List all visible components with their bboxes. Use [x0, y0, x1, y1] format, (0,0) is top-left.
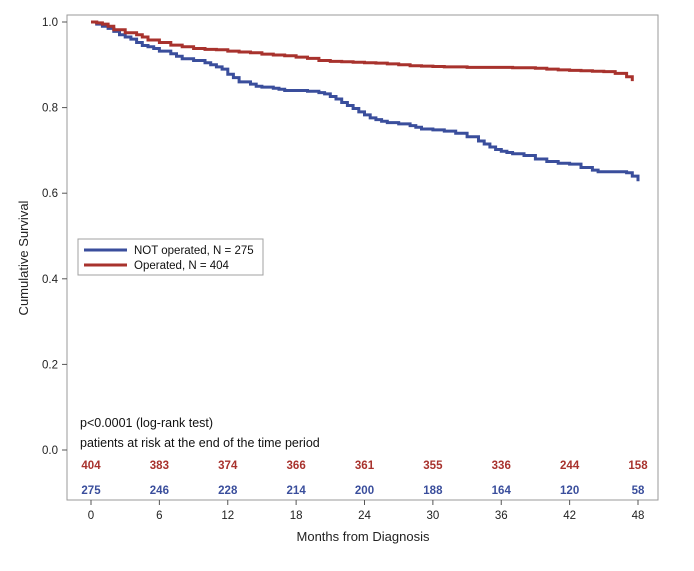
at-risk-value: 366 — [287, 460, 306, 472]
at-risk-value: 214 — [287, 485, 307, 497]
x-axis: 0 6 12 18 24 30 36 42 48 — [88, 500, 645, 522]
y-axis-label: Cumulative Survival — [16, 200, 31, 315]
x-tick-label: 0 — [88, 510, 94, 522]
x-axis-label: Months from Diagnosis — [297, 529, 430, 544]
at-risk-value: 228 — [218, 485, 238, 497]
series-layer — [91, 20, 640, 182]
at-risk-value: 361 — [355, 460, 375, 472]
x-tick-label: 18 — [290, 510, 303, 522]
at-risk-value: 200 — [355, 485, 374, 497]
x-tick-label: 42 — [563, 510, 576, 522]
at-risk-value: 58 — [632, 485, 645, 497]
x-tick-label: 48 — [632, 510, 645, 522]
at-risk-value: 120 — [560, 485, 579, 497]
y-tick-label: 0.2 — [42, 359, 58, 371]
legend-label-not-operated: NOT operated, N = 275 — [134, 245, 254, 257]
at-risk-title: patients at risk at the end of the time … — [80, 436, 320, 450]
survival-curve-not-operated — [91, 20, 640, 182]
y-tick-label: 0.6 — [42, 188, 58, 200]
at-risk-value: 158 — [628, 460, 648, 472]
y-axis: 0.0 0.2 0.4 0.6 0.8 1.0 — [42, 17, 67, 457]
x-tick-label: 6 — [156, 510, 162, 522]
x-tick-label: 24 — [358, 510, 371, 522]
at-risk-value: 275 — [81, 485, 101, 497]
at-risk-value: 355 — [423, 460, 443, 472]
x-tick-label: 36 — [495, 510, 508, 522]
y-tick-label: 0.0 — [42, 445, 58, 457]
at-risk-value: 404 — [81, 460, 101, 472]
x-tick-label: 12 — [221, 510, 234, 522]
at-risk-value: 244 — [560, 460, 580, 472]
at-risk-value: 336 — [492, 460, 511, 472]
at-risk-value: 188 — [423, 485, 443, 497]
legend-box — [77, 238, 264, 276]
at-risk-value: 374 — [218, 460, 238, 472]
plot-frame — [66, 14, 659, 501]
y-tick-label: 1.0 — [42, 17, 58, 29]
x-tick-label: 30 — [426, 510, 439, 522]
y-tick-label: 0.4 — [42, 274, 59, 286]
legend: NOT operated, N = 275 Operated, N = 404 — [77, 238, 264, 276]
y-tick-label: 0.8 — [42, 103, 58, 115]
at-risk-value: 246 — [150, 485, 169, 497]
legend-label-operated: Operated, N = 404 — [134, 260, 230, 272]
at-risk-value: 164 — [492, 485, 512, 497]
pvalue-annotation: p<0.0001 (log-rank test) — [80, 416, 213, 430]
survival-curve-operated — [91, 20, 634, 82]
at-risk-table: 404 383 374 366 361 355 336 244 158 275 246 228 214 2… — [81, 460, 648, 497]
at-risk-value: 383 — [150, 460, 169, 472]
